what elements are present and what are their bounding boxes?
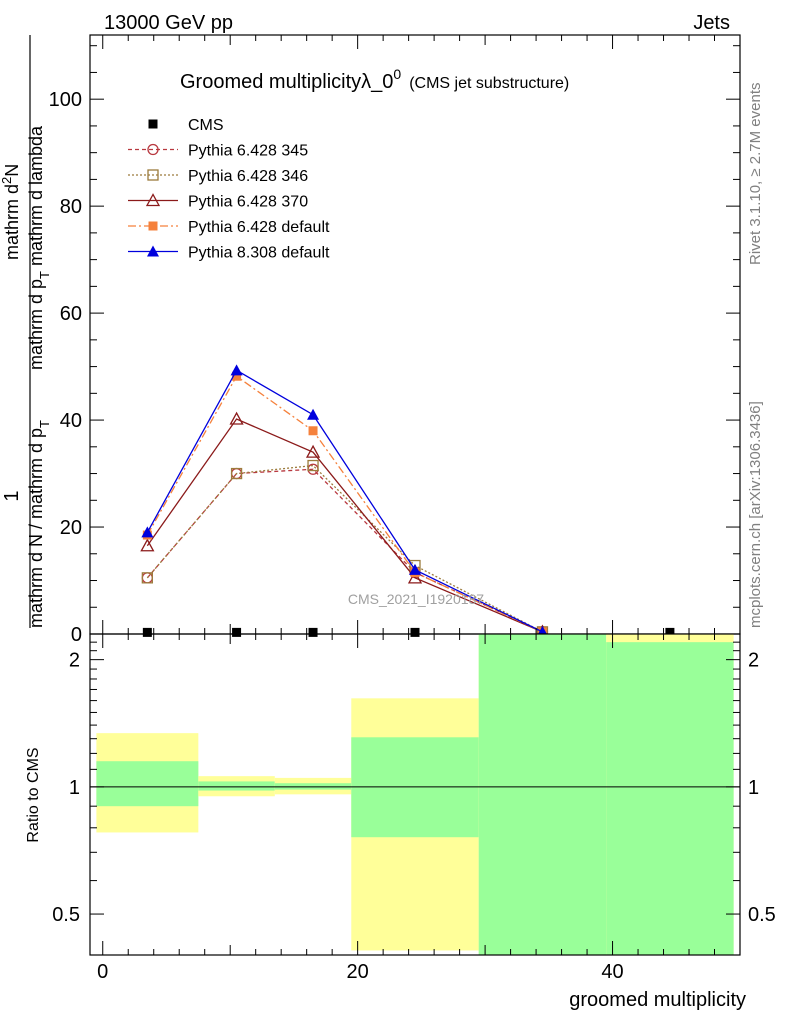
chart-subtitle: (CMS jet substructure) — [409, 75, 569, 92]
ylabel-main-denominator-sub: T — [37, 271, 52, 279]
legend-label: Pythia 6.428 370 — [188, 194, 308, 211]
chart-title-main: Groomed multiplicityλ_0 — [180, 71, 393, 93]
series-pythia-8-308-default — [141, 364, 549, 637]
ratio-y-tick-label: 1 — [69, 777, 80, 799]
legend-marker — [147, 169, 159, 181]
data-point — [407, 570, 423, 584]
ratio-x-ticks: 0 20 40 — [97, 634, 741, 983]
legend-label: Pythia 6.428 default — [188, 219, 330, 236]
ratio-frame — [89, 633, 741, 956]
data-point — [307, 408, 320, 420]
process-label: Jets — [693, 12, 730, 34]
main-panel: CMS_2021_I1920187 0 20 40 60 80 100 Groomed m… — [49, 34, 741, 646]
data-point — [141, 572, 154, 584]
ylabel-prefactor-denominator: mathrm d N / mathrm d pT — [26, 420, 52, 628]
series-pythia-6-428-default — [142, 371, 547, 637]
ratio-y-ticks: 0.5 0.5 1 1 2 2 — [52, 641, 776, 926]
x-axis-label: groomed multiplicity — [569, 989, 746, 1011]
ylabel-main-numerator-tail: N — [2, 164, 22, 177]
ylabel-main-numerator-sup: 2 — [0, 177, 14, 184]
main-y-tick-label: 40 — [60, 410, 82, 432]
legend-label: Pythia 8.308 default — [188, 245, 330, 262]
series-pythia-6-428-370 — [140, 411, 550, 638]
data-point — [232, 371, 242, 381]
ratio-x-tick-label: 20 — [347, 961, 369, 983]
main-y-tick-label: 20 — [60, 517, 82, 539]
main-x-ticks — [102, 35, 741, 634]
main-y-tick-label: 0 — [71, 624, 82, 646]
ylabel-main-numerator: mathrm d2N — [0, 164, 22, 260]
data-point — [305, 444, 321, 458]
legend-marker — [147, 245, 159, 257]
data-point — [232, 627, 242, 637]
legend: CMS Pythia 6.428 345 Pythia 6.428 346 Pythi… — [128, 117, 330, 262]
data-point — [410, 627, 420, 637]
data-point — [307, 459, 319, 472]
chart-title: Groomed multiplicityλ_00 (CMS jet substru… — [180, 66, 569, 93]
ratio-y-tick-label: 0.5 — [52, 904, 80, 926]
site-label: mcplots.cern.ch [arXiv:1306.3436] — [747, 401, 764, 628]
watermark: CMS_2021_I1920187 — [348, 591, 484, 607]
ylabel-main-denominator-tail: mathrm d lambda — [26, 125, 46, 271]
legend-marker — [147, 143, 159, 156]
data-point — [141, 526, 154, 538]
ylabel-prefactor-numerator: 1 — [1, 490, 23, 501]
ylabel-prefactor-denominator-text: mathrm d N / mathrm d p — [26, 428, 46, 628]
ratio-y-tick-label-right: 1 — [748, 777, 759, 799]
data-point — [230, 467, 243, 480]
series-line — [146, 468, 543, 633]
legend-item: Pythia 6.428 346 — [128, 168, 308, 185]
data-point — [230, 364, 243, 376]
main-y-ticks: 0 20 40 60 80 100 — [49, 45, 740, 646]
data-point — [229, 411, 244, 425]
data-point — [409, 563, 421, 575]
data-point — [665, 627, 675, 637]
ylabel-prefactor-denominator-sub: T — [37, 420, 52, 428]
ylabel-main-numerator-text: mathrm d — [2, 184, 22, 260]
legend-marker — [145, 193, 161, 207]
ratio-inner-band — [198, 781, 275, 791]
ratio-y-tick-label: 2 — [69, 650, 80, 672]
series-pythia-6-428-346 — [141, 459, 549, 638]
data-point — [308, 426, 318, 436]
ratio-inner-band — [96, 761, 199, 807]
legend-item: Pythia 6.428 370 — [128, 193, 308, 211]
legend-label: Pythia 6.428 346 — [188, 168, 308, 185]
rivet-label: Rivet 3.1.10, ≥ 2.7M events — [747, 83, 764, 266]
data-point — [142, 627, 152, 637]
legend-item: Pythia 6.428 345 — [128, 143, 308, 160]
ylabel-main-denominator-text: mathrm d p — [26, 279, 46, 370]
ratio-y-axis-label: Ratio to CMS — [25, 747, 42, 842]
ratio-inner-band — [606, 642, 734, 955]
main-y-axis-label: 1 mathrm d N / mathrm d pT mathrm d2N ma… — [0, 35, 52, 628]
data-point — [308, 627, 318, 637]
legend-item: CMS — [148, 117, 224, 134]
ratio-y-tick-label-right: 0.5 — [748, 904, 776, 926]
energy-label: 13000 GeV pp — [104, 12, 233, 34]
series-line — [146, 464, 543, 633]
ratio-x-tick-label: 0 — [97, 961, 108, 983]
main-plot-marks — [140, 364, 675, 638]
ratio-inner-band — [478, 634, 607, 955]
legend-label: CMS — [188, 117, 224, 134]
series-pythia-6-428-345 — [141, 463, 549, 638]
legend-label: Pythia 6.428 345 — [188, 143, 308, 160]
main-y-tick-label: 60 — [60, 303, 82, 325]
main-y-tick-label: 80 — [60, 196, 82, 218]
ratio-bands — [96, 634, 734, 955]
legend-item: Pythia 8.308 default — [128, 245, 330, 262]
data-point — [140, 538, 155, 552]
legend-item: Pythia 6.428 default — [128, 219, 330, 236]
main-y-tick-label: 100 — [49, 89, 82, 111]
legend-marker — [148, 119, 158, 129]
ratio-y-tick-label-right: 2 — [748, 650, 759, 672]
ylabel-main-denominator: mathrm d pT mathrm d lambda — [26, 125, 52, 370]
legend-marker — [148, 221, 158, 231]
ratio-panel: 0.5 0.5 1 1 2 2 0 20 40 Ratio to CMS groomed mu… — [25, 633, 776, 1011]
ratio-x-tick-label: 40 — [601, 961, 623, 983]
series-line — [146, 418, 543, 633]
chart-title-sup: 0 — [393, 66, 401, 82]
